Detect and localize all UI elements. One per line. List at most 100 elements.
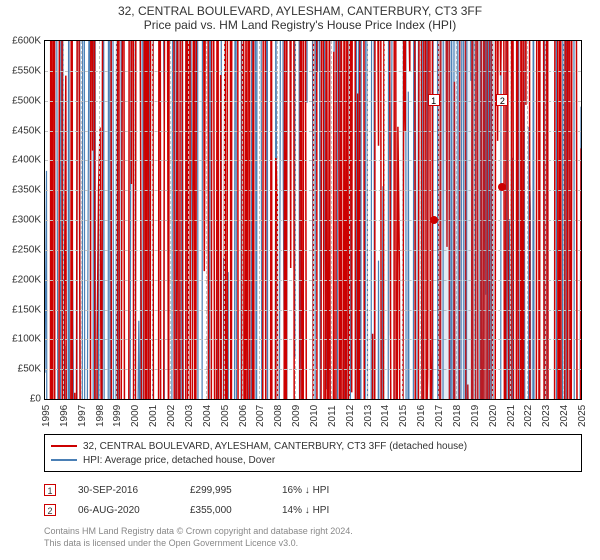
gridline-v	[277, 41, 278, 399]
x-axis-label: 2010	[309, 405, 320, 427]
gridline-v	[63, 41, 64, 399]
footer-line1: Contains HM Land Registry data © Crown c…	[44, 526, 582, 538]
marker-dot-2	[498, 183, 506, 191]
transaction-row: 1 30-SEP-2016 £299,995 16% ↓ HPI	[44, 480, 582, 500]
gridline-v	[313, 41, 314, 399]
legend-label-property: 32, CENTRAL BOULEVARD, AYLESHAM, CANTERB…	[83, 441, 467, 452]
transaction-date: 30-SEP-2016	[78, 485, 168, 496]
x-axis-label: 2012	[345, 405, 356, 427]
gridline-v	[420, 41, 421, 399]
x-axis-label: 2004	[202, 405, 213, 427]
title-address: 32, CENTRAL BOULEVARD, AYLESHAM, CANTERB…	[0, 4, 600, 18]
legend-swatch-hpi	[51, 459, 77, 461]
x-axis-label: 1996	[59, 405, 70, 427]
y-axis-label: £400K	[12, 155, 45, 166]
y-axis-label: £100K	[12, 334, 45, 345]
gridline-v	[563, 41, 564, 399]
shaded-period-band	[438, 41, 492, 399]
x-axis-label: 2016	[416, 405, 427, 427]
x-axis-label: 2017	[434, 405, 445, 427]
gridline-v	[402, 41, 403, 399]
y-axis-label: £600K	[12, 36, 45, 47]
gridline-v	[527, 41, 528, 399]
transaction-price: £299,995	[190, 485, 260, 496]
x-axis-label: 2003	[184, 405, 195, 427]
legend-swatch-property	[51, 445, 77, 447]
x-axis-label: 2021	[506, 405, 517, 427]
legend-row-property: 32, CENTRAL BOULEVARD, AYLESHAM, CANTERB…	[51, 439, 575, 453]
y-axis-label: £50K	[18, 364, 45, 375]
marker-box-1: 1	[428, 94, 440, 106]
x-axis-label: 2007	[255, 405, 266, 427]
legend-box: 32, CENTRAL BOULEVARD, AYLESHAM, CANTERB…	[44, 434, 582, 472]
y-axis-label: £350K	[12, 185, 45, 196]
gridline-v	[188, 41, 189, 399]
gridline-v	[384, 41, 385, 399]
x-axis-label: 2023	[541, 405, 552, 427]
gridline-v	[367, 41, 368, 399]
y-axis-label: £550K	[12, 65, 45, 76]
x-axis-label: 2014	[380, 405, 391, 427]
marker-dot-1	[430, 216, 438, 224]
gridline-v	[349, 41, 350, 399]
title-subtitle: Price paid vs. HM Land Registry's House …	[0, 18, 600, 32]
x-axis-label: 2001	[148, 405, 159, 427]
x-axis-label: 2025	[577, 405, 588, 427]
chart-area: £0£50K£100K£150K£200K£250K£300K£350K£400…	[44, 40, 582, 400]
y-axis-label: £200K	[12, 274, 45, 285]
gridline-v	[224, 41, 225, 399]
footer-attribution: Contains HM Land Registry data © Crown c…	[44, 526, 582, 549]
legend-row-hpi: HPI: Average price, detached house, Dove…	[51, 453, 575, 467]
gridline-v	[134, 41, 135, 399]
x-axis-label: 2018	[452, 405, 463, 427]
gridline-v	[170, 41, 171, 399]
gridline-v	[152, 41, 153, 399]
x-axis-label: 2009	[291, 405, 302, 427]
gridline-v	[545, 41, 546, 399]
gridline-v	[510, 41, 511, 399]
x-axis-label: 2011	[327, 405, 338, 427]
gridline-v	[81, 41, 82, 399]
x-axis-label: 1998	[95, 405, 106, 427]
gridline-v	[206, 41, 207, 399]
footer-line2: This data is licensed under the Open Gov…	[44, 538, 582, 550]
x-axis-label: 2020	[488, 405, 499, 427]
y-axis-label: £450K	[12, 125, 45, 136]
x-axis-label: 1997	[77, 405, 88, 427]
gridline-v	[331, 41, 332, 399]
transaction-diff: 14% ↓ HPI	[282, 505, 372, 516]
title-block: 32, CENTRAL BOULEVARD, AYLESHAM, CANTERB…	[0, 0, 600, 34]
transaction-table: 1 30-SEP-2016 £299,995 16% ↓ HPI 2 06-AUG-202…	[44, 480, 582, 520]
transaction-row: 2 06-AUG-2020 £355,000 14% ↓ HPI	[44, 500, 582, 520]
gridline-v	[99, 41, 100, 399]
transaction-marker: 1	[44, 484, 56, 496]
y-axis-label: £150K	[12, 304, 45, 315]
marker-box-2: 2	[496, 94, 508, 106]
gridline-v	[259, 41, 260, 399]
y-axis-label: £0	[30, 394, 45, 405]
legend-label-hpi: HPI: Average price, detached house, Dove…	[83, 455, 275, 466]
transaction-price: £355,000	[190, 505, 260, 516]
x-axis-label: 2024	[559, 405, 570, 427]
transaction-date: 06-AUG-2020	[78, 505, 168, 516]
x-axis-label: 2019	[470, 405, 481, 427]
x-axis-label: 2006	[238, 405, 249, 427]
x-axis-label: 2005	[220, 405, 231, 427]
gridline-v	[492, 41, 493, 399]
y-axis-label: £300K	[12, 215, 45, 226]
gridline-v	[242, 41, 243, 399]
x-axis-label: 2002	[166, 405, 177, 427]
x-axis-label: 2000	[130, 405, 141, 427]
y-axis-label: £250K	[12, 244, 45, 255]
x-axis-label: 2008	[273, 405, 284, 427]
gridline-v	[116, 41, 117, 399]
x-axis-label: 1995	[41, 405, 52, 427]
x-axis-label: 1999	[112, 405, 123, 427]
x-axis-label: 2015	[398, 405, 409, 427]
y-axis-label: £500K	[12, 95, 45, 106]
x-axis-label: 2013	[363, 405, 374, 427]
transaction-marker: 2	[44, 504, 56, 516]
x-axis-label: 2022	[523, 405, 534, 427]
gridline-v	[295, 41, 296, 399]
transaction-diff: 16% ↓ HPI	[282, 485, 372, 496]
